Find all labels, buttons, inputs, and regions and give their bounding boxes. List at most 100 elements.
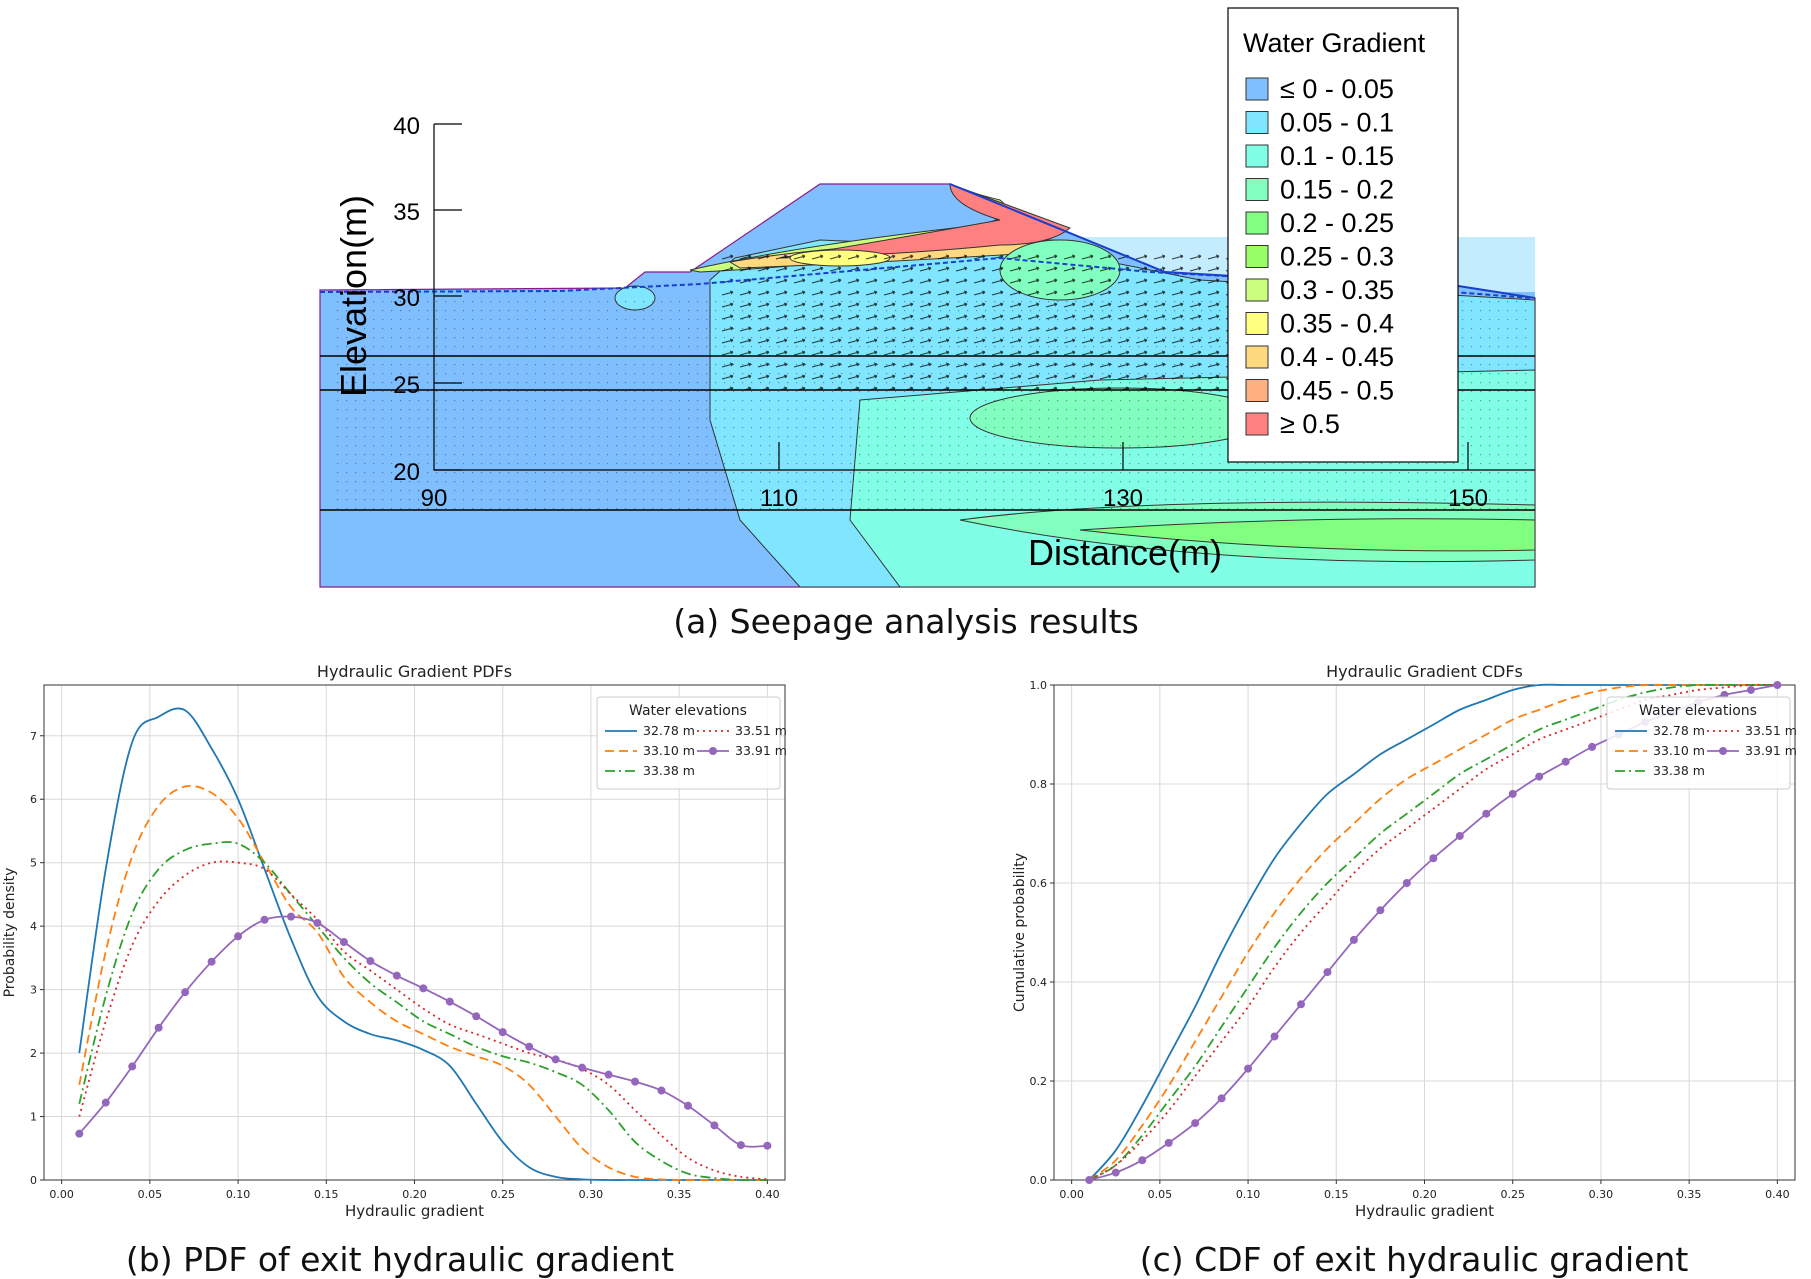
x-tick-label: 0.30	[579, 1188, 604, 1201]
data-point	[313, 918, 322, 927]
series-line	[78, 784, 768, 1181]
legend-label: 33.38 m	[1653, 763, 1705, 778]
data-point	[472, 1012, 481, 1021]
x-tick-label: 0.00	[1059, 1188, 1084, 1201]
data-point	[1429, 854, 1438, 863]
y-tick-label: 0.0	[1030, 1174, 1048, 1187]
legend-swatch	[1245, 379, 1269, 402]
legend-box	[1606, 696, 1791, 790]
y-tick-label: 0.4	[1030, 976, 1048, 989]
x-tick-label: 110	[760, 485, 798, 512]
y-tick-label: 0.8	[1030, 778, 1048, 791]
legend-label: 0.35 - 0.4	[1280, 309, 1394, 339]
data-point	[339, 938, 348, 947]
data-point	[75, 1129, 84, 1138]
legend-label: 0.15 - 0.2	[1280, 175, 1394, 205]
y-tick-label: 20	[393, 459, 420, 486]
legend-swatch	[1245, 245, 1269, 268]
data-point	[1349, 935, 1358, 944]
y-tick-label: 0.2	[1030, 1075, 1048, 1088]
data-point	[1535, 772, 1544, 781]
legend-label: 33.51 m	[1745, 723, 1797, 738]
data-point	[1323, 968, 1332, 977]
data-point	[1270, 1032, 1279, 1041]
data-point	[101, 1098, 110, 1107]
chart-title: Hydraulic Gradient CDFs	[1326, 662, 1523, 681]
legend-label: 33.38 m	[643, 763, 695, 778]
phreatic-line	[319, 256, 1531, 299]
x-tick-label: 150	[1448, 485, 1488, 512]
legend-swatch	[1245, 278, 1269, 302]
series-line	[1088, 683, 1778, 1181]
data-point	[657, 1086, 666, 1095]
x-tick-label: 0.25	[490, 1188, 515, 1201]
legend-title: Water elevations	[629, 703, 747, 719]
x-tick-label: 0.25	[1500, 1188, 1525, 1201]
x-tick-label: 0.15	[314, 1188, 339, 1201]
y-tick-label: 0.6	[1030, 877, 1048, 890]
plot-frame	[43, 684, 786, 1181]
legend-label: ≤ 0 - 0.05	[1280, 74, 1394, 104]
data-point	[551, 1055, 560, 1064]
seepage-figure: 40 35 30 25 20 90 110 130 150 Elevation(…	[319, 7, 1536, 588]
data-point	[1588, 742, 1597, 751]
chart-title: Hydraulic Gradient PDFs	[317, 662, 512, 681]
y-tick-label: 3	[30, 984, 37, 997]
data-point	[1746, 685, 1755, 694]
cdf-chart: Hydraulic Gradient CDFs 0.00 0.05 0.10 0.15 0…	[1012, 662, 1797, 1220]
y-tick-label: 0	[30, 1174, 37, 1187]
legend-marker	[1719, 747, 1727, 755]
legend-label: 0.45 - 0.5	[1280, 376, 1394, 406]
x-tick-label: 0.15	[1324, 1188, 1349, 1201]
data-point	[1297, 1000, 1305, 1009]
data-point	[181, 988, 190, 997]
data-point	[604, 1070, 613, 1079]
legend-label: 0.25 - 0.3	[1280, 242, 1394, 272]
data-point	[710, 1121, 719, 1130]
legend-swatch	[1245, 77, 1269, 101]
series-line	[78, 707, 768, 1181]
legend-box	[596, 696, 781, 790]
data-point	[128, 1062, 137, 1071]
y-tick-label: 2	[30, 1047, 37, 1060]
data-point	[1164, 1138, 1173, 1147]
x-tick-label: 0.05	[138, 1188, 163, 1201]
x-tick-label: 130	[1103, 485, 1143, 512]
seepage-x-label: Distance(m)	[1028, 532, 1222, 573]
y-tick-label: 6	[30, 793, 37, 806]
seepage-legend-title: Water Gradient	[1243, 28, 1426, 58]
y-tick-label: 35	[393, 199, 420, 226]
legend-label: 33.10 m	[643, 743, 695, 758]
caption-a: (a) Seepage analysis results	[673, 602, 1139, 641]
x-tick-label: 0.20	[402, 1188, 427, 1201]
x-tick-label: 0.30	[1589, 1188, 1614, 1201]
legend-label: 0.2 - 0.25	[1280, 208, 1394, 238]
legend-swatch	[1245, 312, 1269, 335]
data-point	[1508, 789, 1517, 798]
data-point	[1455, 831, 1464, 840]
data-point	[1191, 1119, 1200, 1128]
data-point	[1217, 1094, 1226, 1103]
data-point	[736, 1141, 745, 1150]
data-point	[578, 1063, 587, 1072]
x-tick-label: 0.20	[1412, 1188, 1437, 1201]
data-point	[1376, 906, 1385, 915]
legend-title: Water elevations	[1639, 703, 1757, 719]
seepage-axes	[433, 123, 1535, 471]
data-point	[1111, 1168, 1120, 1177]
data-point	[260, 915, 269, 924]
legend-label: 33.91 m	[735, 743, 787, 758]
y-axis-label: Probability density	[2, 868, 18, 998]
x-tick-label: 0.40	[755, 1188, 780, 1201]
x-tick-label: 0.00	[49, 1188, 74, 1201]
legend-label: ≥ 0.5	[1280, 409, 1340, 439]
seepage-y-label: Elevation(m)	[333, 195, 374, 397]
y-tick-label: 7	[30, 730, 37, 743]
legend-label: 33.10 m	[1653, 743, 1705, 758]
series-line	[1088, 683, 1778, 1181]
data-point	[631, 1077, 640, 1086]
legend-swatch	[1245, 211, 1269, 235]
data-point	[287, 912, 295, 921]
legend-swatch	[1245, 178, 1269, 201]
legend-label: 0.05 - 0.1	[1280, 108, 1394, 138]
